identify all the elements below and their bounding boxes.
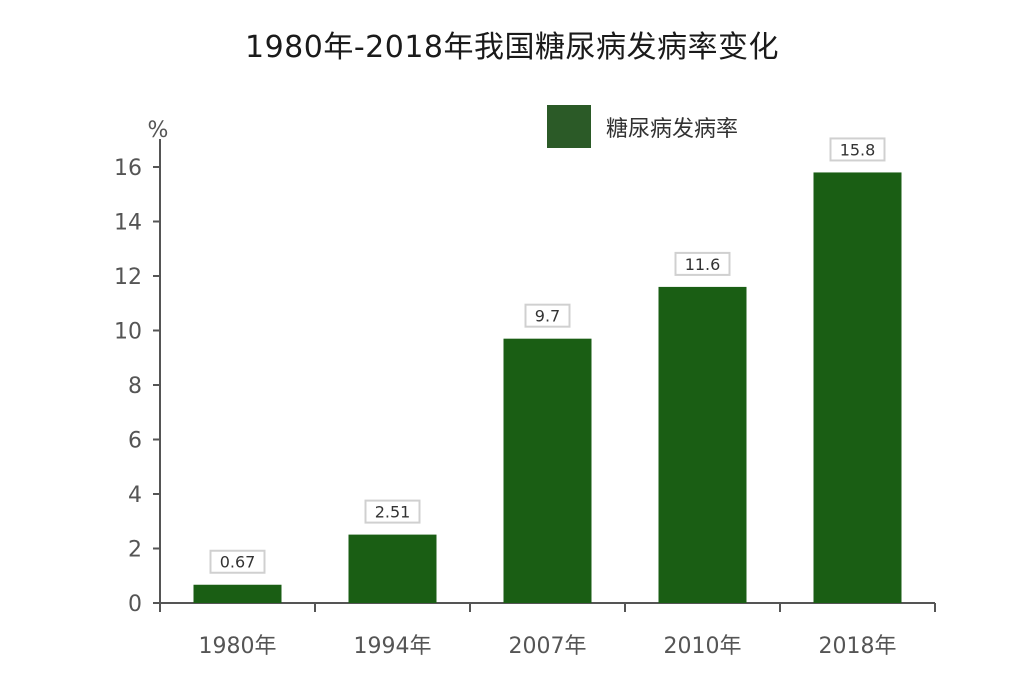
data-label-box (674, 251, 731, 276)
data-label: 15.8 (840, 140, 876, 159)
data-label: 11.6 (685, 255, 721, 274)
y-tick-label: 16 (114, 156, 142, 181)
x-category-label: 2018年 (819, 634, 897, 659)
legend-label: 糖尿病发病率 (606, 117, 738, 142)
x-category-label: 1994年 (354, 634, 432, 659)
data-label: 2.51 (375, 503, 411, 522)
legend-swatch (547, 105, 591, 148)
data-label: 0.67 (220, 553, 256, 572)
x-category-label: 2010年 (664, 634, 742, 659)
y-tick-label: 4 (128, 483, 142, 508)
bar (658, 286, 747, 603)
data-label-box (524, 303, 571, 328)
y-axis-unit-label: % (148, 118, 169, 143)
y-tick-label: 10 (114, 320, 142, 345)
x-category-label: 2007年 (509, 634, 587, 659)
chart-title: 1980年-2018年我国糖尿病发病率变化 (244, 30, 780, 65)
data-label-box (209, 549, 266, 574)
bar (348, 534, 437, 603)
y-tick-label: 8 (128, 374, 142, 399)
y-tick-label: 2 (128, 538, 142, 563)
y-tick-label: 14 (114, 211, 142, 236)
bar (503, 338, 592, 603)
data-label-box (364, 499, 421, 524)
data-label-box (829, 137, 886, 162)
y-tick-label: 0 (128, 592, 142, 617)
y-tick-label: 12 (114, 265, 142, 290)
y-tick-label: 6 (128, 429, 142, 454)
x-category-label: 1980年 (199, 634, 277, 659)
bar (193, 584, 282, 603)
data-label: 9.7 (535, 307, 560, 326)
bar (813, 172, 902, 603)
